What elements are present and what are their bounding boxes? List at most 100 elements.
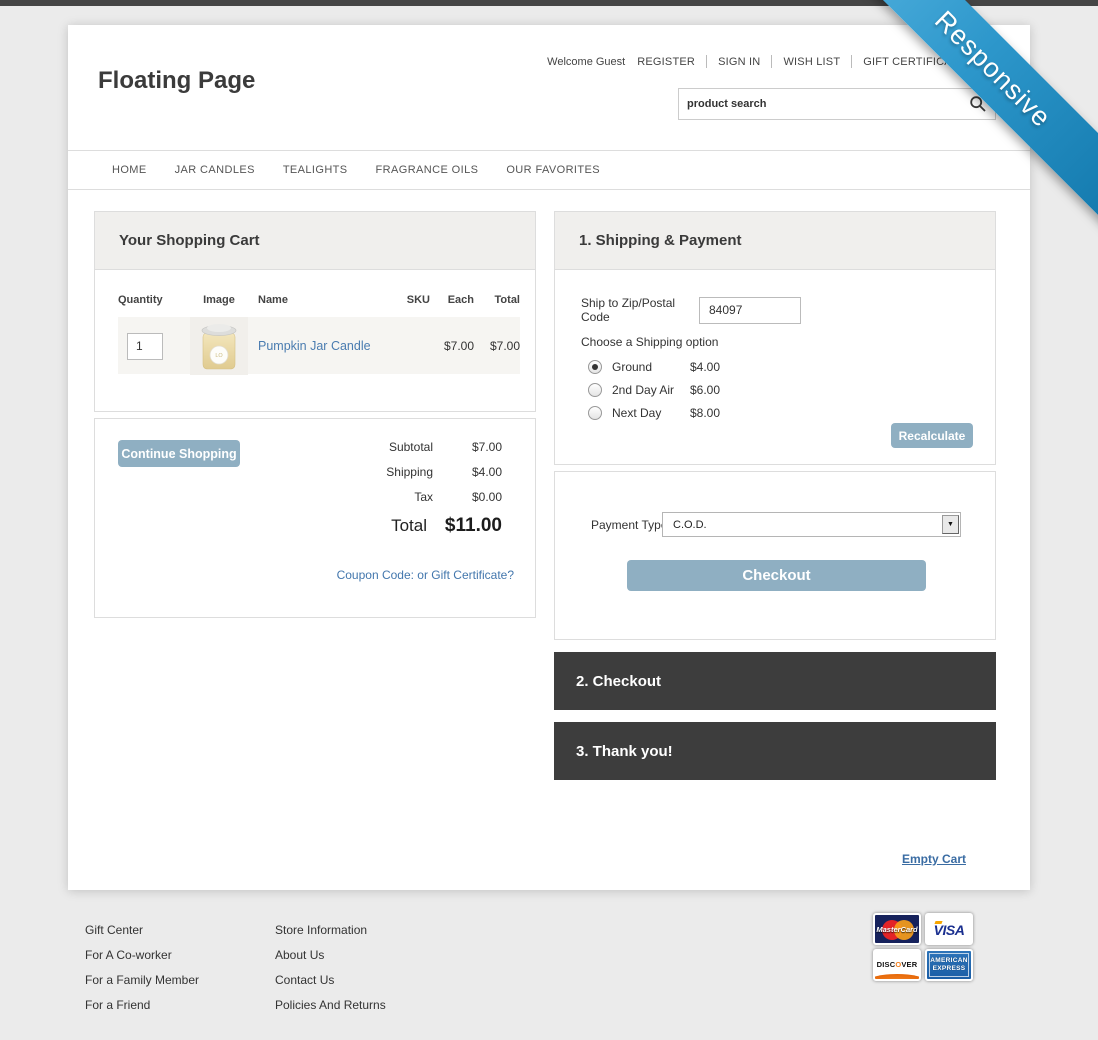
cart-column: Your Shopping Cart Quantity Image Name S… <box>94 211 536 780</box>
tax-label: Tax <box>414 490 433 504</box>
account-links: Welcome Guest REGISTER SIGN IN WISH LIST… <box>547 55 996 68</box>
recalculate-button[interactable]: Recalculate <box>891 423 973 448</box>
footer-about-us-link[interactable]: About Us <box>275 948 325 962</box>
shipping-label: Shipping <box>386 465 433 479</box>
nav-tealights[interactable]: TEALIGHTS <box>282 164 348 176</box>
2nd-day-air-label: 2nd Day Air <box>612 383 675 397</box>
ground-label: Ground <box>612 360 653 374</box>
ground-price: $4.00 <box>690 360 721 374</box>
empty-cart-link[interactable]: Empty Cart <box>901 852 966 866</box>
step-checkout-bar: 2. Checkout <box>554 652 996 710</box>
totals-summary: Subtotal $7.00 Shipping $4.00 Tax $0.00 <box>317 440 502 537</box>
nav-our-favorites[interactable]: OUR FAVORITES <box>506 164 600 176</box>
next-day-label: Next Day <box>612 406 662 420</box>
shipping-title: 1. Shipping & Payment <box>579 232 742 249</box>
shipping-options-section: Ship to Zip/Postal Code Choose a Shippin… <box>554 269 996 465</box>
sign-in-link[interactable]: SIGN IN <box>718 55 761 68</box>
search-icon <box>970 96 986 112</box>
col-name: Name <box>258 294 288 306</box>
payment-section: Payment Type C.O.D. ▼ Checkout <box>554 471 996 640</box>
continue-shopping-button[interactable]: Continue Shopping <box>118 440 240 467</box>
footer-policies-returns-link[interactable]: Policies And Returns <box>275 998 386 1012</box>
step-checkout-label: 2. Checkout <box>576 672 662 690</box>
2nd-day-air-price: $6.00 <box>690 383 721 397</box>
search-input[interactable] <box>687 98 969 110</box>
cart-title: Your Shopping Cart <box>119 232 260 249</box>
wish-list-link[interactable]: WISH LIST <box>783 55 841 68</box>
step-thank-you-label: 3. Thank you! <box>576 742 673 760</box>
payment-type-select[interactable]: C.O.D. ▼ <box>662 512 961 537</box>
visa-icon: VISA <box>925 913 973 945</box>
radio-ground-selected[interactable] <box>588 360 602 374</box>
footer-gift-column: Gift Center For A Co-worker For a Family… <box>85 923 275 1023</box>
register-link[interactable]: REGISTER <box>637 55 696 68</box>
subtotal-label: Subtotal <box>388 440 433 454</box>
shipping-option-ground[interactable]: Ground $4.00 <box>581 357 995 377</box>
nav-fragrance-oils[interactable]: FRAGRANCE OILS <box>375 164 479 176</box>
dropdown-arrow-icon[interactable]: ▼ <box>942 515 959 534</box>
quantity-input[interactable] <box>127 332 163 360</box>
next-day-price: $8.00 <box>690 406 721 420</box>
coupon-gift-certificate-link[interactable]: Coupon Code: or Gift Certificate? <box>336 568 514 582</box>
checkout-button[interactable]: Checkout <box>627 560 926 591</box>
search-button[interactable] <box>969 95 987 113</box>
cart-panel-header: Your Shopping Cart <box>94 211 536 270</box>
radio-next-day[interactable] <box>588 406 602 420</box>
cart-table-header: Quantity Image Name SKU Each Total <box>118 294 520 306</box>
checkout-column: 1. Shipping & Payment Ship to Zip/Postal… <box>554 211 996 780</box>
nav-home[interactable]: HOME <box>112 164 147 176</box>
footer-family-member-link[interactable]: For a Family Member <box>85 973 200 987</box>
footer-gift-center-link[interactable]: Gift Center <box>85 923 144 937</box>
cart-item-row: LO Pumpkin Jar Candle $7.00 $7.00 <box>118 317 520 375</box>
payment-type-label: Payment Type <box>591 518 668 532</box>
separator <box>706 55 708 68</box>
nav-jar-candles[interactable]: JAR CANDLES <box>174 164 255 176</box>
grand-total-label: Total <box>391 516 427 535</box>
shipping-panel-header: 1. Shipping & Payment <box>554 211 996 270</box>
col-quantity: Quantity <box>118 294 163 306</box>
radio-2nd-day-air[interactable] <box>588 383 602 397</box>
zip-label: Ship to Zip/Postal Code <box>581 296 676 324</box>
tax-value: $0.00 <box>471 490 502 504</box>
site-header: Floating Page Welcome Guest REGISTER SIG… <box>68 25 1030 150</box>
col-sku: SKU <box>406 294 430 306</box>
subtotal-row: Subtotal $7.00 <box>317 440 502 454</box>
cart-totals: Continue Shopping Subtotal $7.00 Shippin… <box>94 418 536 618</box>
shipping-option-2nd-day-air[interactable]: 2nd Day Air $6.00 <box>581 380 995 400</box>
separator <box>851 55 853 68</box>
item-total-price: $7.00 <box>489 339 520 353</box>
subtotal-value: $7.00 <box>471 440 502 454</box>
choose-shipping-label: Choose a Shipping option <box>581 335 719 349</box>
grand-total-row: Total $11.00 <box>317 515 502 537</box>
zip-input[interactable] <box>699 296 801 324</box>
product-name-link[interactable]: Pumpkin Jar Candle <box>258 339 371 353</box>
step-thank-you-bar: 3. Thank you! <box>554 722 996 780</box>
mastercard-icon: MasterCard <box>873 913 921 945</box>
footer-store-column: Store Information About Us Contact Us Po… <box>275 923 465 1023</box>
separator <box>771 55 773 68</box>
grand-total-value: $11.00 <box>444 515 502 536</box>
footer: Gift Center For A Co-worker For a Family… <box>0 890 1098 1023</box>
content-area: Your Shopping Cart Quantity Image Name S… <box>68 190 1030 780</box>
product-image: LO <box>190 317 248 375</box>
site-logo[interactable]: Floating Page <box>98 67 256 94</box>
welcome-text: Welcome Guest <box>547 55 626 68</box>
footer-contact-us-link[interactable]: Contact Us <box>275 973 335 987</box>
svg-text:LO: LO <box>215 353 223 359</box>
tax-row: Tax $0.00 <box>317 490 502 504</box>
cart-table: Quantity Image Name SKU Each Total <box>94 269 536 412</box>
col-each: Each <box>447 294 474 306</box>
shipping-value: $4.00 <box>471 465 502 479</box>
footer-store-information-link[interactable]: Store Information <box>275 923 368 937</box>
main-nav: HOME JAR CANDLES TEALIGHTS FRAGRANCE OIL… <box>68 150 1030 190</box>
top-strip <box>0 0 1098 6</box>
footer-friend-link[interactable]: For a Friend <box>85 998 151 1012</box>
payment-type-value: C.O.D. <box>673 518 707 531</box>
shipping-option-next-day[interactable]: Next Day $8.00 <box>581 403 995 423</box>
zip-row: Ship to Zip/Postal Code <box>581 296 995 324</box>
item-each-price: $7.00 <box>443 339 474 353</box>
col-image: Image <box>203 294 235 306</box>
col-total: Total <box>494 294 520 306</box>
footer-co-worker-link[interactable]: For A Co-worker <box>85 948 172 962</box>
